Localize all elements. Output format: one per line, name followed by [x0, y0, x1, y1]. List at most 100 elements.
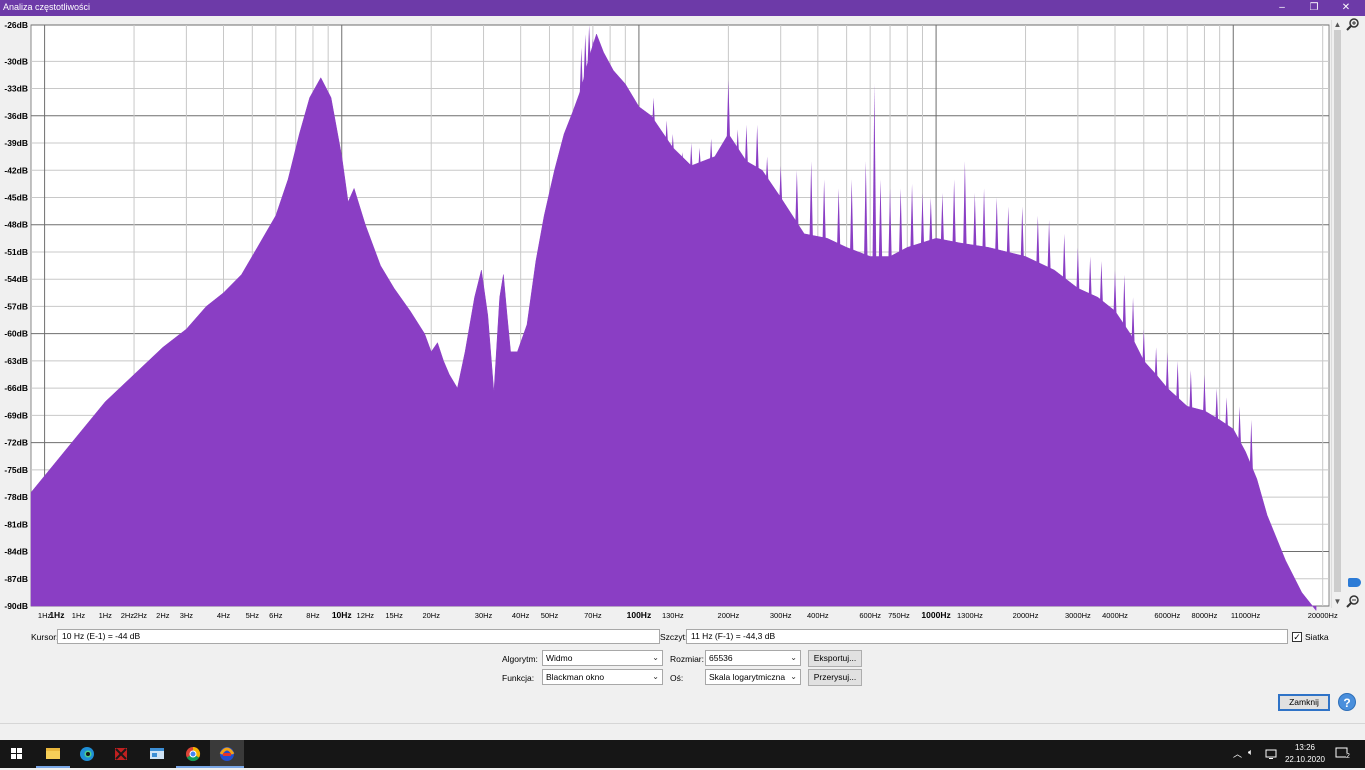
x-tick-label: 12Hz [357, 611, 375, 620]
spectrum-peak [1006, 206, 1011, 271]
close-button[interactable]: Zamknij [1278, 694, 1330, 711]
app-red-icon [115, 748, 127, 760]
spectrum-peak [794, 170, 799, 241]
spectrum-peak [1237, 406, 1242, 459]
x-tick-label: 200Hz [718, 611, 740, 620]
spectrum-peak [664, 120, 669, 157]
y-tick-label: -33dB [4, 84, 28, 94]
clock[interactable]: 13:26 22.10.2020 [1280, 742, 1330, 766]
spectrum-peak [594, 47, 599, 53]
y-tick-label: -36dB [4, 111, 28, 121]
spectrum-peak [587, 25, 592, 75]
spectrum-peak [1249, 419, 1254, 484]
spectrum-peak [982, 188, 987, 265]
spectrum-peak [608, 70, 613, 83]
spectrum-peak [670, 133, 675, 166]
scroll-up-icon[interactable]: ▲ [1333, 20, 1342, 29]
x-tick-label: 50Hz [541, 611, 559, 620]
taskbar-audacity[interactable] [210, 740, 244, 768]
algorithm-select[interactable]: Widmo ⌄ [542, 650, 663, 666]
chevron-down-icon: ⌄ [790, 653, 797, 662]
spectrum-peak [822, 179, 827, 256]
cursor-label: Kursor: [31, 632, 59, 642]
axis-select[interactable]: Skala logarytmiczna ⌄ [705, 669, 801, 685]
spectrum-peak [920, 192, 925, 261]
spectrum-area [30, 33, 1317, 612]
scroll-down-icon[interactable]: ▼ [1333, 597, 1342, 606]
y-tick-label: -60dB [4, 329, 28, 339]
scroll-thumb[interactable] [1334, 30, 1341, 592]
y-tick-label: -84dB [4, 547, 28, 557]
grid-label: Siatka [1305, 632, 1329, 642]
y-tick-label: -42dB [4, 165, 28, 175]
spectrum-peak [1088, 256, 1093, 313]
speaker-icon[interactable]: 🔈︎ [1248, 747, 1254, 757]
restore-icon[interactable]: ❐ [1309, 2, 1319, 13]
audacity-icon [219, 747, 235, 761]
axis-value: Skala logarytmiczna [709, 672, 786, 682]
notification-count: 2 [1346, 753, 1350, 760]
zoom-in-icon[interactable] [1346, 17, 1360, 31]
close-icon[interactable]: ✕ [1341, 2, 1351, 13]
spectrum-peak [590, 38, 595, 64]
y-tick-label: -66dB [4, 383, 28, 393]
spectrum-peak [1214, 388, 1219, 437]
redraw-button[interactable]: Przerysuj... [808, 669, 862, 686]
spectrum-peak [1131, 297, 1136, 358]
x-tick-label: 3Hz [180, 611, 194, 620]
size-label: Rozmiar: [670, 654, 705, 664]
spectrum-peak [962, 161, 967, 262]
folder-icon [46, 748, 60, 759]
cursor-field[interactable]: 10 Hz (E-1) = -44 dB [57, 629, 660, 644]
taskbar-edge[interactable] [70, 740, 104, 768]
vertical-scrollbar[interactable]: ▲ ▼ [1331, 20, 1342, 608]
spectrum-peak [898, 188, 903, 270]
notifications-icon[interactable] [1335, 747, 1351, 761]
x-tick-label: 10Hz [332, 610, 352, 620]
grid-checkbox[interactable]: ✓ [1292, 632, 1302, 642]
x-tick-label: 100Hz [627, 610, 652, 620]
windows-icon [11, 748, 22, 759]
help-button[interactable]: ? [1338, 693, 1356, 711]
size-select[interactable]: 65536 ⌄ [705, 650, 801, 666]
minimize-icon[interactable]: – [1279, 2, 1285, 13]
x-tick-label: 2Hz [121, 611, 135, 620]
x-tick-label: 1000Hz [921, 610, 950, 620]
x-tick-label: 2Hz [134, 611, 148, 620]
y-tick-label: -63dB [4, 356, 28, 366]
spectrum-peak [744, 124, 749, 180]
spectrum-peak [579, 47, 584, 107]
x-tick-label: 8Hz [306, 611, 320, 620]
peak-field[interactable]: 11 Hz (F-1) = -44,3 dB [686, 629, 1288, 644]
taskbar-app-window[interactable] [140, 740, 174, 768]
spectrum-peak [994, 197, 999, 268]
taskbar-app-red[interactable] [104, 740, 138, 768]
export-button[interactable]: Eksportuj... [808, 650, 862, 667]
spectrum-plot[interactable]: -26dB -30dB -33dB -36dB -39dB -42dB -45dB -48dB… [0, 16, 1345, 628]
spectrum-peak [735, 129, 740, 167]
spectrum-peak [1202, 374, 1207, 429]
x-tick-label: 20Hz [422, 611, 440, 620]
zoom-out-icon[interactable] [1346, 594, 1360, 608]
function-select[interactable]: Blackman okno ⌄ [542, 669, 663, 685]
function-label: Funkcja: [502, 673, 535, 683]
x-tick-label: 130Hz [662, 611, 684, 620]
spectrum-peak [765, 156, 770, 196]
spectrum-peak [680, 152, 685, 176]
taskbar-chrome[interactable] [176, 740, 210, 768]
start-button[interactable] [0, 740, 34, 768]
y-tick-label: -72dB [4, 438, 28, 448]
window-title: Analiza częstotliwości [3, 2, 91, 12]
taskbar-file-explorer[interactable] [36, 740, 70, 768]
spectrum-peak [1035, 215, 1040, 281]
zoom-slider-handle[interactable] [1348, 578, 1361, 587]
spectrum-peak [1112, 270, 1117, 330]
x-tick-label: 2Hz [156, 611, 170, 620]
y-tick-label: -39dB [4, 138, 28, 148]
spectrum-peak [634, 102, 639, 121]
x-tick-label: 20000Hz [1308, 611, 1338, 620]
spectrum-peak [1075, 247, 1080, 307]
tray-chevron-icon[interactable]: ︿ [1233, 749, 1243, 759]
peak-label: Szczyt: [660, 632, 688, 642]
network-icon[interactable] [1265, 748, 1277, 760]
